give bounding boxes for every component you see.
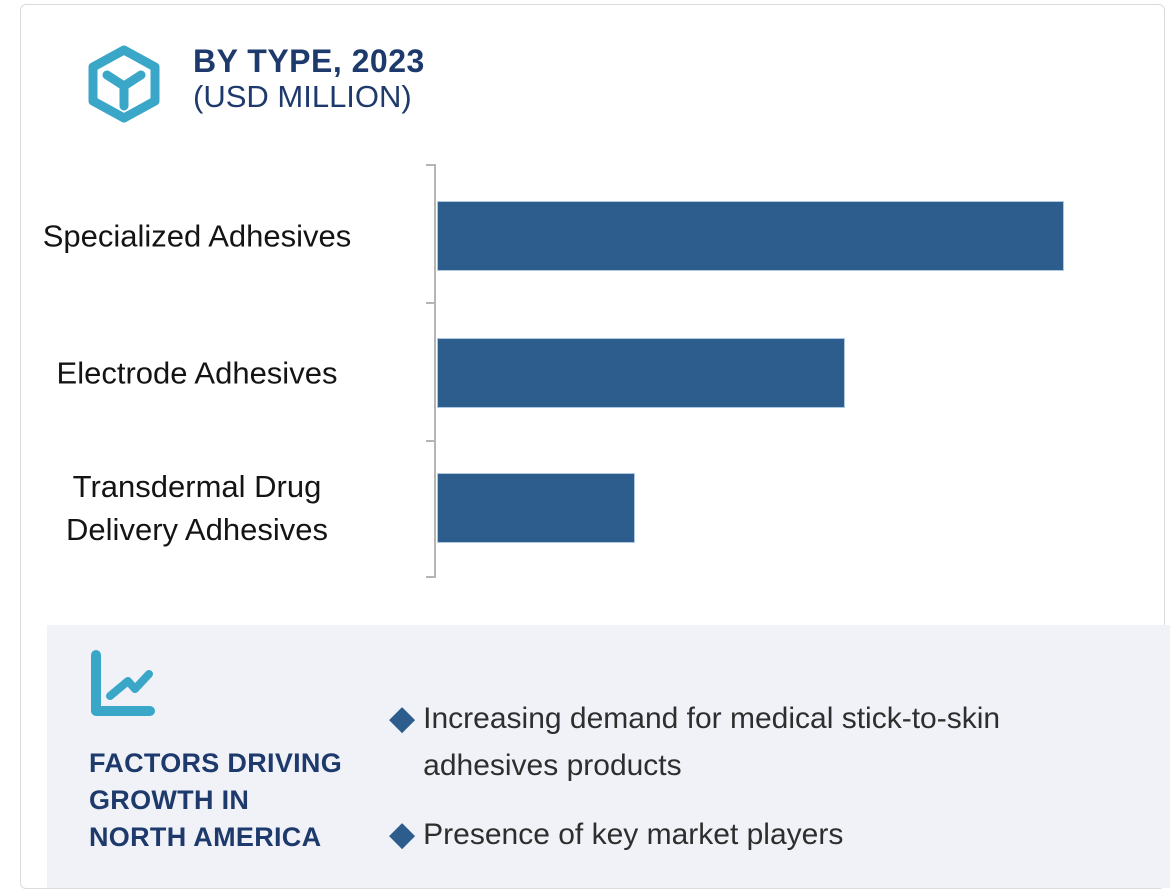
- factor-text-demand: Increasing demand for medical stick-to-s…: [423, 702, 1001, 782]
- list-item: ◆ Presence of key market players: [389, 811, 1129, 858]
- line-chart-icon: [91, 650, 155, 716]
- factors-title-line1: FACTORS DRIVING: [89, 748, 343, 778]
- category-label-transdermal-adhesives: Transdermal Drug Delivery Adhesives: [66, 469, 328, 547]
- bar-transdermal-adhesives: [437, 473, 635, 543]
- content-frame: BY TYPE, 2023 (USD MILLION) Specialized …: [20, 4, 1170, 889]
- chart-title-line2: (USD MILLION): [193, 79, 412, 114]
- category-label-specialized-adhesives: Specialized Adhesives: [42, 218, 352, 254]
- category-label-electrode-adhesives: Electrode Adhesives: [56, 355, 338, 391]
- factors-title-line2: GROWTH IN: [89, 785, 250, 815]
- hexagon-cube-icon: [88, 45, 160, 123]
- diamond-bullet-icon: ◆: [389, 815, 416, 853]
- bar-specialized-adhesives: [437, 201, 1064, 271]
- bar-electrode-adhesives: [437, 338, 845, 408]
- factors-panel: FACTORS DRIVING GROWTH IN NORTH AMERICA …: [47, 625, 1170, 888]
- factors-title-line3: NORTH AMERICA: [89, 822, 322, 852]
- chart-title: BY TYPE, 2023 (USD MILLION): [193, 43, 425, 114]
- axis-tick: [426, 164, 436, 166]
- axis-tick: [426, 440, 436, 442]
- factor-text-key-players: Presence of key market players: [423, 818, 844, 851]
- axis-tick: [426, 576, 436, 578]
- y-axis-line: [434, 164, 436, 578]
- diamond-bullet-icon: ◆: [389, 699, 416, 737]
- list-item: ◆ Increasing demand for medical stick-to…: [389, 695, 1129, 789]
- factors-title: FACTORS DRIVING GROWTH IN NORTH AMERICA: [89, 745, 342, 856]
- chart-title-line1: BY TYPE, 2023: [193, 43, 425, 79]
- axis-tick: [426, 302, 436, 304]
- factors-list: ◆ Increasing demand for medical stick-to…: [389, 695, 1129, 880]
